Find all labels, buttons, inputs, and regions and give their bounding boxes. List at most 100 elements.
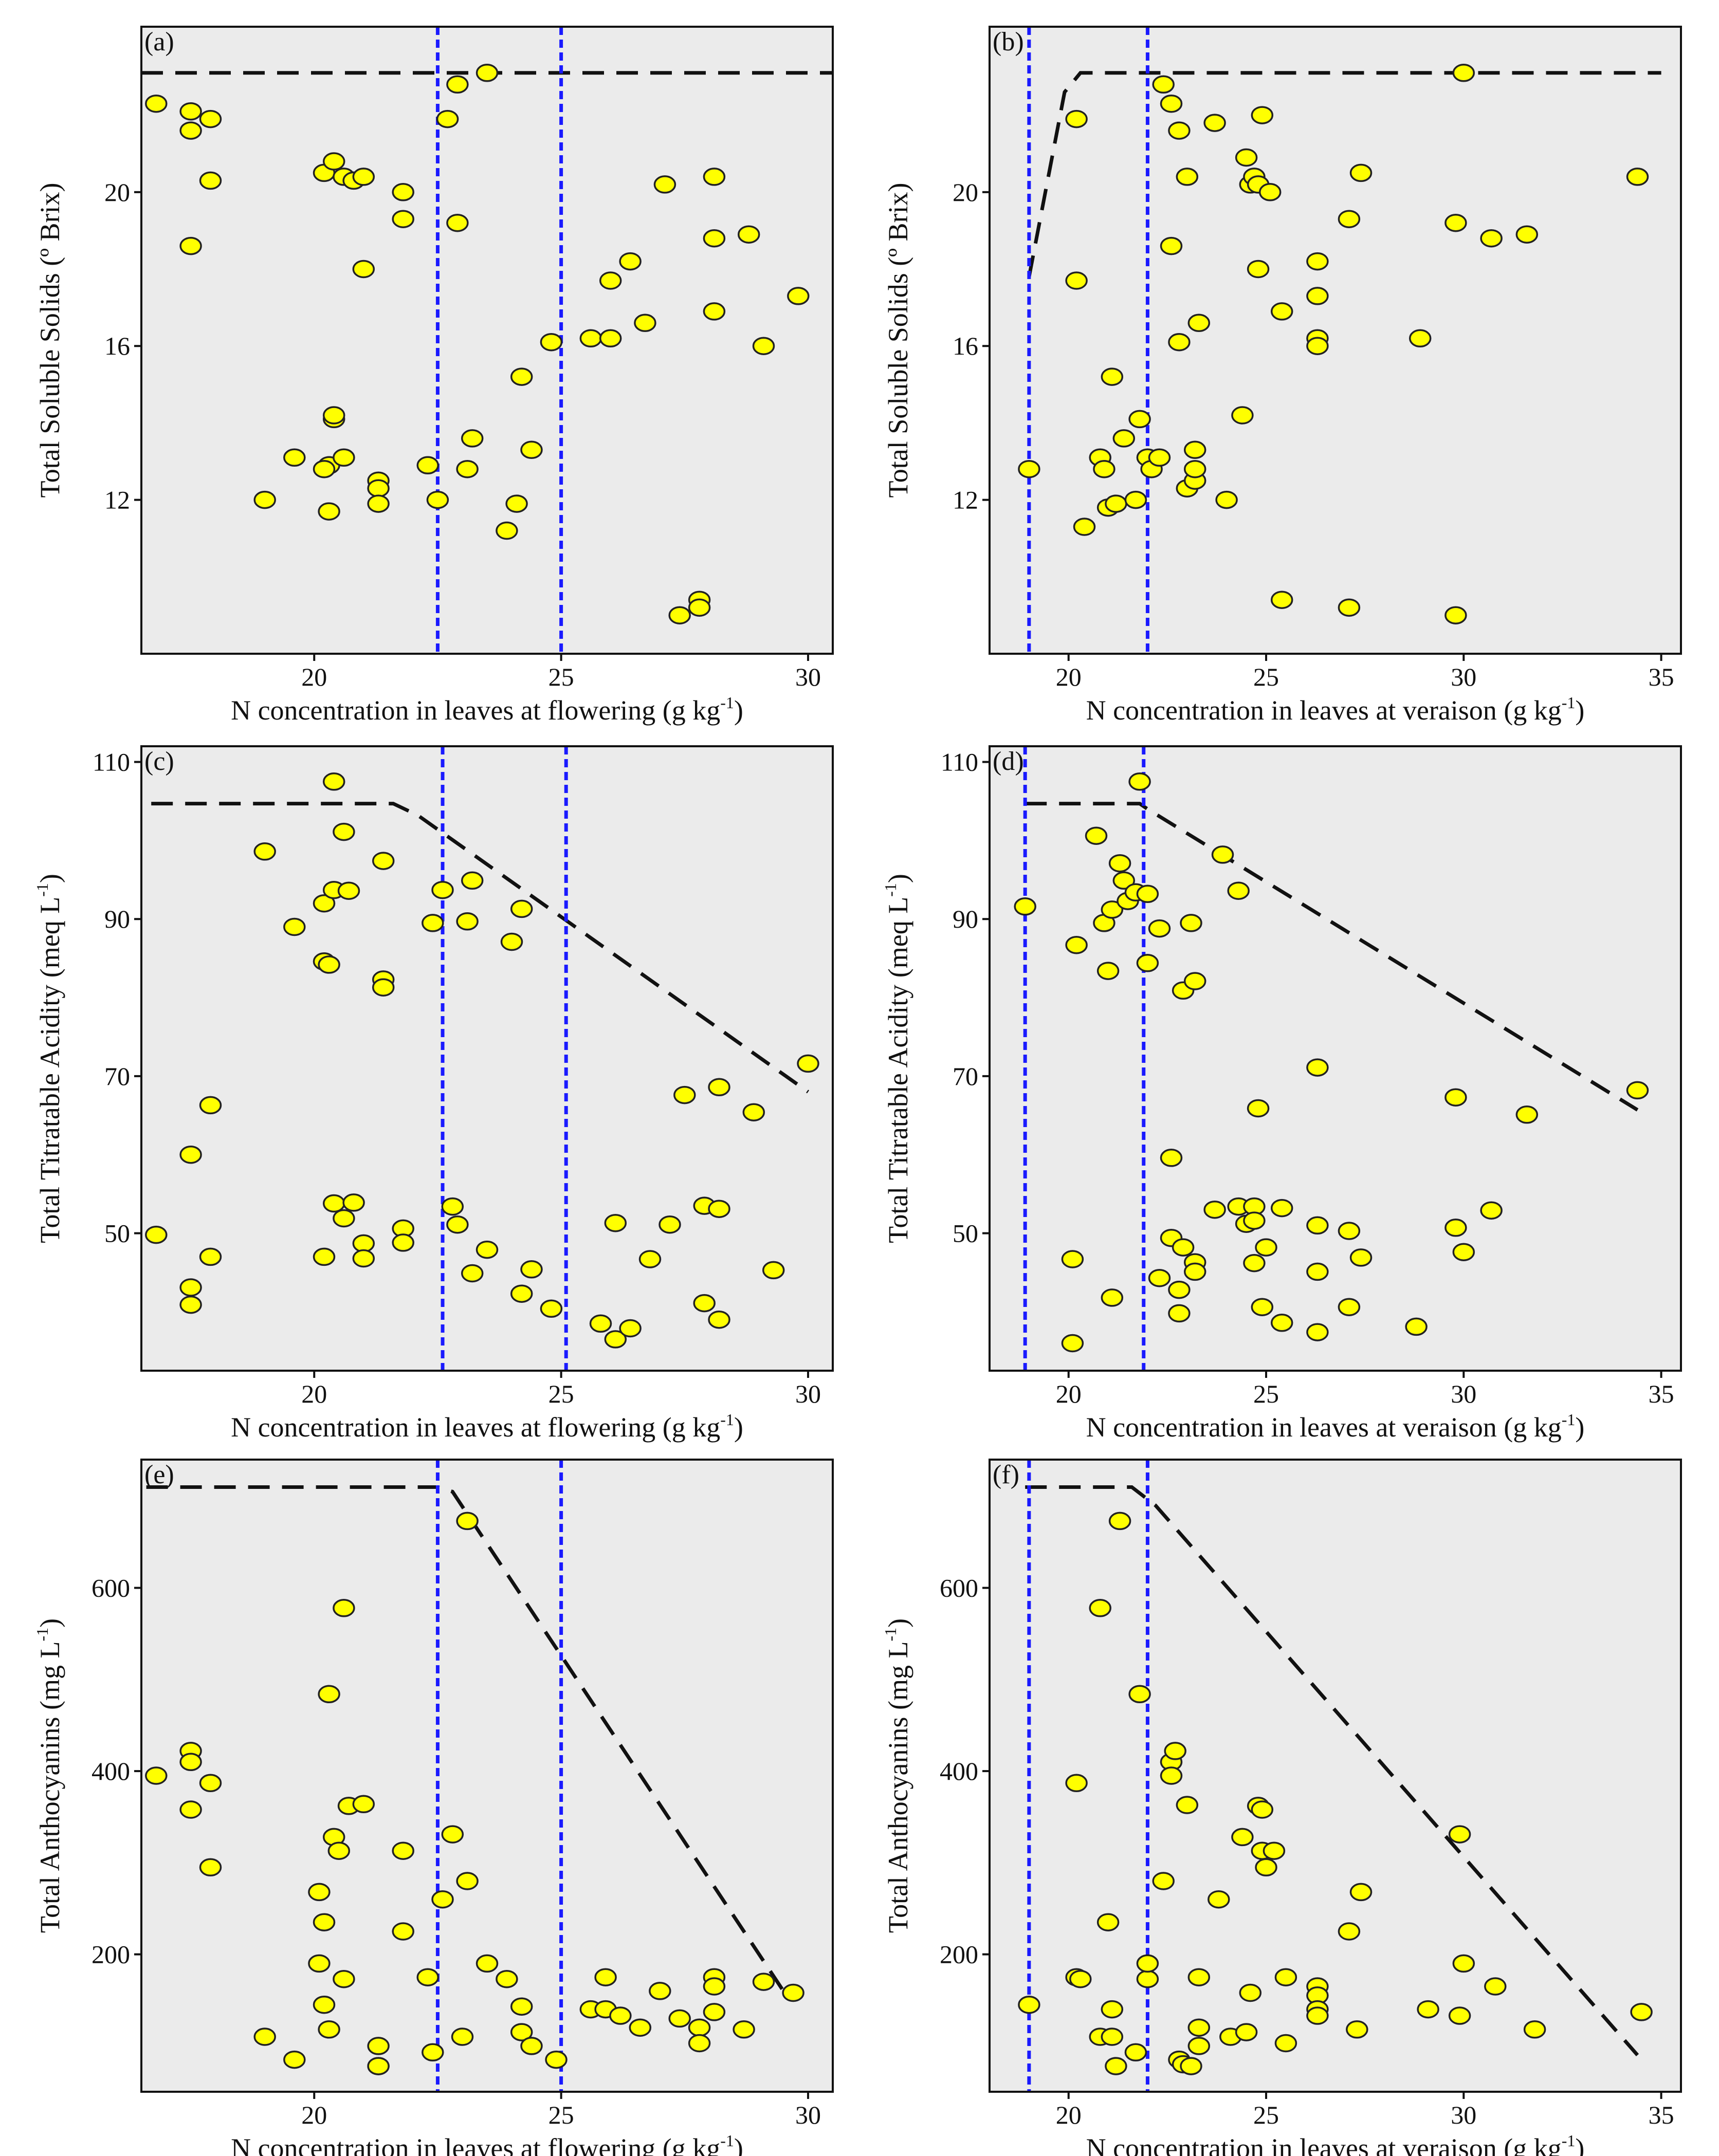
data-point [1136,954,1159,972]
x-tick-label: 35 [1649,662,1674,691]
data-point [352,1795,375,1814]
data-point [456,912,479,931]
data-point [1124,2043,1147,2062]
data-point [1247,1099,1270,1118]
data-point [1274,1968,1297,1986]
y-tick-label: 50 [104,1219,130,1248]
data-point [1480,1201,1503,1220]
data-point [703,2003,726,2021]
data-point [456,1512,479,1531]
data-point [416,456,439,475]
x-axis-title: N concentration in leaves at flowering (… [231,693,743,726]
data-point [1203,1200,1226,1219]
y-tick-label: 12 [104,486,130,514]
x-axis-title: N concentration in leaves at veraison (g… [1086,1410,1585,1443]
data-point [1018,1995,1040,2014]
plot-frame [140,745,834,1372]
data-point [1160,236,1183,255]
data-point [1089,1599,1111,1617]
plot-area [1018,1460,1653,2092]
data-point [1093,459,1115,478]
data-point [1306,1058,1329,1077]
plot-area [1014,746,1649,1371]
x-tick-label: 30 [1451,662,1476,691]
data-point [1160,94,1183,113]
data-point [352,168,375,186]
data-point [762,1261,785,1280]
data-point [619,1319,642,1338]
data-point [1187,314,1211,333]
data-point [1136,1969,1159,1988]
data-point [352,1234,375,1253]
data-point [1108,1512,1131,1531]
data-point [668,2009,691,2028]
x-axis-title: N concentration in leaves at flowering (… [231,1410,743,1443]
data-point [1148,919,1171,938]
data-point [1101,2028,1124,2046]
data-point [313,459,336,478]
data-point [1065,935,1088,954]
data-point [476,64,499,82]
y-axis-title: Total Anthocyanins (mg L-1) [33,1618,65,1933]
data-point [1108,854,1131,873]
data-point [1306,287,1329,305]
data-point [318,502,340,521]
data-point [1338,1922,1361,1941]
data-point [179,1145,202,1164]
panel-b: 20 25 30 35 12 16 20 (b) N concentration in leav… [883,26,1682,726]
data-point [1128,1685,1151,1704]
data-point [1168,121,1191,140]
data-point [431,880,454,899]
x-tick-label: 30 [795,2100,821,2129]
y-tick-label: 400 [92,1757,130,1785]
data-point [322,152,345,171]
data-point [1444,606,1467,624]
data-point [372,852,395,870]
data-point [1069,1969,1092,1988]
plot-area [145,1460,804,2092]
data-point [1626,168,1649,186]
y-tick-label: 110 [93,748,130,777]
data-point [703,168,726,186]
data-point [1085,826,1108,845]
panel-label: (b) [993,27,1024,57]
data-point [253,2028,276,2046]
data-point [520,2037,543,2055]
data-point [1270,302,1293,321]
data-point [708,1200,730,1218]
data-point [1176,1796,1199,1814]
data-point [1168,1280,1191,1299]
data-point [1349,1248,1373,1267]
data-point [318,1685,340,1704]
data-point [199,1247,222,1266]
data-point [1255,1238,1277,1257]
y-tick-label: 90 [104,905,130,933]
data-point [327,1841,351,1860]
data-point [1160,1766,1183,1785]
data-point [540,333,563,352]
data-point [1112,429,1136,448]
x-tick-label: 25 [548,1379,574,1408]
data-point [337,881,360,900]
data-point [1187,2037,1211,2055]
data-point [1251,106,1274,124]
data-point [520,1260,543,1279]
data-point [634,314,656,333]
plot-area [145,746,819,1371]
x-axis-title-superscript: -1 [1562,693,1576,712]
y-tick-label: 12 [953,486,978,514]
data-point [1306,1262,1329,1281]
data-point [1263,1841,1286,1860]
data-point [145,1766,168,1785]
data-point [461,1264,484,1283]
panel-label: (e) [144,1460,174,1489]
data-point [179,1278,202,1297]
plot-background [141,746,833,1371]
data-point [737,225,760,244]
data-point [1306,252,1329,271]
panel-label: (f) [993,1460,1019,1489]
data-point [456,459,479,478]
data-point [283,917,306,936]
data-point [322,772,345,791]
y-tick-label: 110 [941,748,978,777]
